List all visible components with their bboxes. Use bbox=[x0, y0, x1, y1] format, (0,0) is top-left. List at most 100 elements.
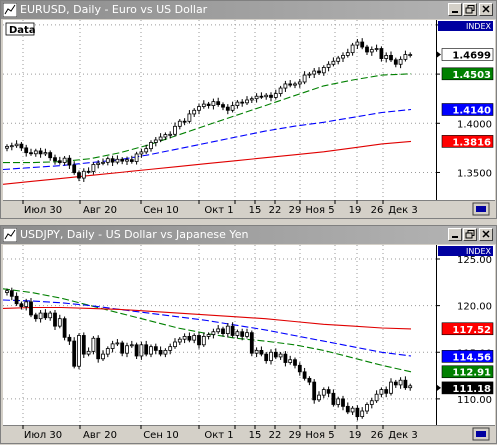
candle-body bbox=[269, 351, 273, 362]
candle bbox=[355, 39, 360, 49]
candle bbox=[53, 310, 57, 331]
candle bbox=[278, 85, 283, 97]
candle-body bbox=[389, 381, 393, 394]
candle-body bbox=[91, 164, 96, 172]
candle-body bbox=[350, 44, 355, 54]
restore-icon bbox=[465, 5, 475, 14]
candle bbox=[187, 332, 192, 343]
price-label-box bbox=[441, 48, 494, 61]
candle-body bbox=[9, 145, 14, 148]
candle bbox=[33, 148, 38, 157]
x-tick-label: Окт 1 bbox=[204, 430, 233, 441]
time-axis[interactable] bbox=[3, 425, 495, 443]
candle-body bbox=[408, 54, 413, 56]
candle bbox=[38, 310, 43, 323]
close-button[interactable] bbox=[479, 3, 493, 16]
close-button[interactable] bbox=[479, 228, 493, 241]
eurusd-chart-window[interactable]: EURUSD, Daily - Euro vs US Dollar 1.5000… bbox=[0, 0, 497, 219]
candle bbox=[19, 301, 24, 310]
candle-body bbox=[153, 346, 158, 351]
candle-body bbox=[120, 158, 125, 162]
candle bbox=[225, 323, 230, 338]
candle-body bbox=[77, 172, 81, 179]
candle bbox=[374, 44, 379, 52]
candle bbox=[24, 144, 29, 157]
window-title: USDJPY, Daily - US Dollar vs Japanese Ye… bbox=[20, 228, 249, 241]
candle-body bbox=[105, 158, 110, 163]
candle bbox=[120, 340, 125, 357]
time-axis[interactable] bbox=[3, 200, 495, 218]
candle bbox=[153, 136, 158, 147]
candle-body bbox=[293, 359, 297, 366]
close-icon bbox=[482, 230, 490, 238]
maximize-button[interactable] bbox=[463, 228, 477, 241]
minimize-button[interactable] bbox=[448, 228, 462, 241]
candle bbox=[192, 108, 197, 117]
minimize-button[interactable] bbox=[448, 3, 462, 16]
candle bbox=[86, 347, 91, 357]
candle bbox=[259, 92, 264, 99]
candle-body bbox=[62, 318, 67, 338]
candle bbox=[38, 147, 43, 158]
candle-body bbox=[398, 379, 403, 386]
candle bbox=[293, 357, 297, 369]
y-tick-label: 125.00 bbox=[457, 255, 492, 266]
candle-body bbox=[240, 331, 245, 337]
candle-body bbox=[259, 349, 264, 355]
candle-body bbox=[96, 162, 101, 165]
candle-body bbox=[336, 57, 341, 62]
candle-body bbox=[53, 157, 57, 162]
candle-body bbox=[187, 335, 192, 341]
candle-body bbox=[24, 147, 29, 154]
candle bbox=[9, 287, 14, 301]
candle-body bbox=[297, 364, 302, 373]
price-label-box bbox=[441, 135, 494, 148]
candle bbox=[398, 377, 403, 389]
candle-body bbox=[153, 139, 158, 143]
candle bbox=[365, 402, 369, 415]
candle-body bbox=[302, 74, 307, 83]
candle-body bbox=[345, 405, 350, 413]
candle-body bbox=[101, 353, 105, 360]
x-tick-label: 29 bbox=[289, 205, 302, 216]
usdjpy-chart-window[interactable]: USDJPY, Daily - US Dollar vs Japanese Ye… bbox=[0, 225, 497, 444]
candle bbox=[153, 343, 158, 355]
ma-red-line bbox=[3, 306, 412, 330]
candle-body bbox=[149, 142, 153, 150]
candle-body bbox=[197, 106, 201, 111]
candle bbox=[336, 396, 341, 408]
candle bbox=[33, 312, 38, 322]
data-tag-box[interactable] bbox=[5, 22, 35, 36]
data-tag-label: Data bbox=[9, 25, 36, 36]
candle-body bbox=[312, 70, 317, 75]
candle bbox=[278, 351, 283, 360]
price-label: 1.4503 bbox=[452, 70, 491, 81]
candle-body bbox=[369, 400, 374, 405]
candle bbox=[345, 48, 350, 58]
x-tick-label: Окт 1 bbox=[204, 205, 233, 216]
candle-body bbox=[129, 344, 134, 347]
candle bbox=[230, 322, 235, 338]
eurusd-title-bar[interactable]: EURUSD, Daily - Euro vs US Dollar bbox=[1, 1, 496, 19]
candle-body bbox=[67, 336, 72, 342]
candle-body bbox=[355, 41, 360, 46]
candle-body bbox=[225, 325, 230, 335]
usdjpy-title-bar[interactable]: USDJPY, Daily - US Dollar vs Japanese Ye… bbox=[1, 226, 496, 244]
candle bbox=[158, 133, 163, 143]
maximize-button[interactable] bbox=[463, 3, 477, 16]
candle bbox=[115, 155, 120, 165]
candle bbox=[77, 333, 81, 370]
candle-body bbox=[365, 46, 369, 53]
candle-body bbox=[374, 48, 379, 50]
candle-body bbox=[192, 109, 197, 115]
plot-area[interactable] bbox=[3, 245, 436, 425]
candle bbox=[67, 334, 72, 345]
candle bbox=[173, 122, 177, 137]
candle bbox=[5, 288, 9, 296]
candle-body bbox=[221, 104, 225, 108]
plot-area[interactable] bbox=[3, 20, 436, 200]
candle bbox=[259, 346, 264, 357]
candle-body bbox=[5, 145, 9, 149]
